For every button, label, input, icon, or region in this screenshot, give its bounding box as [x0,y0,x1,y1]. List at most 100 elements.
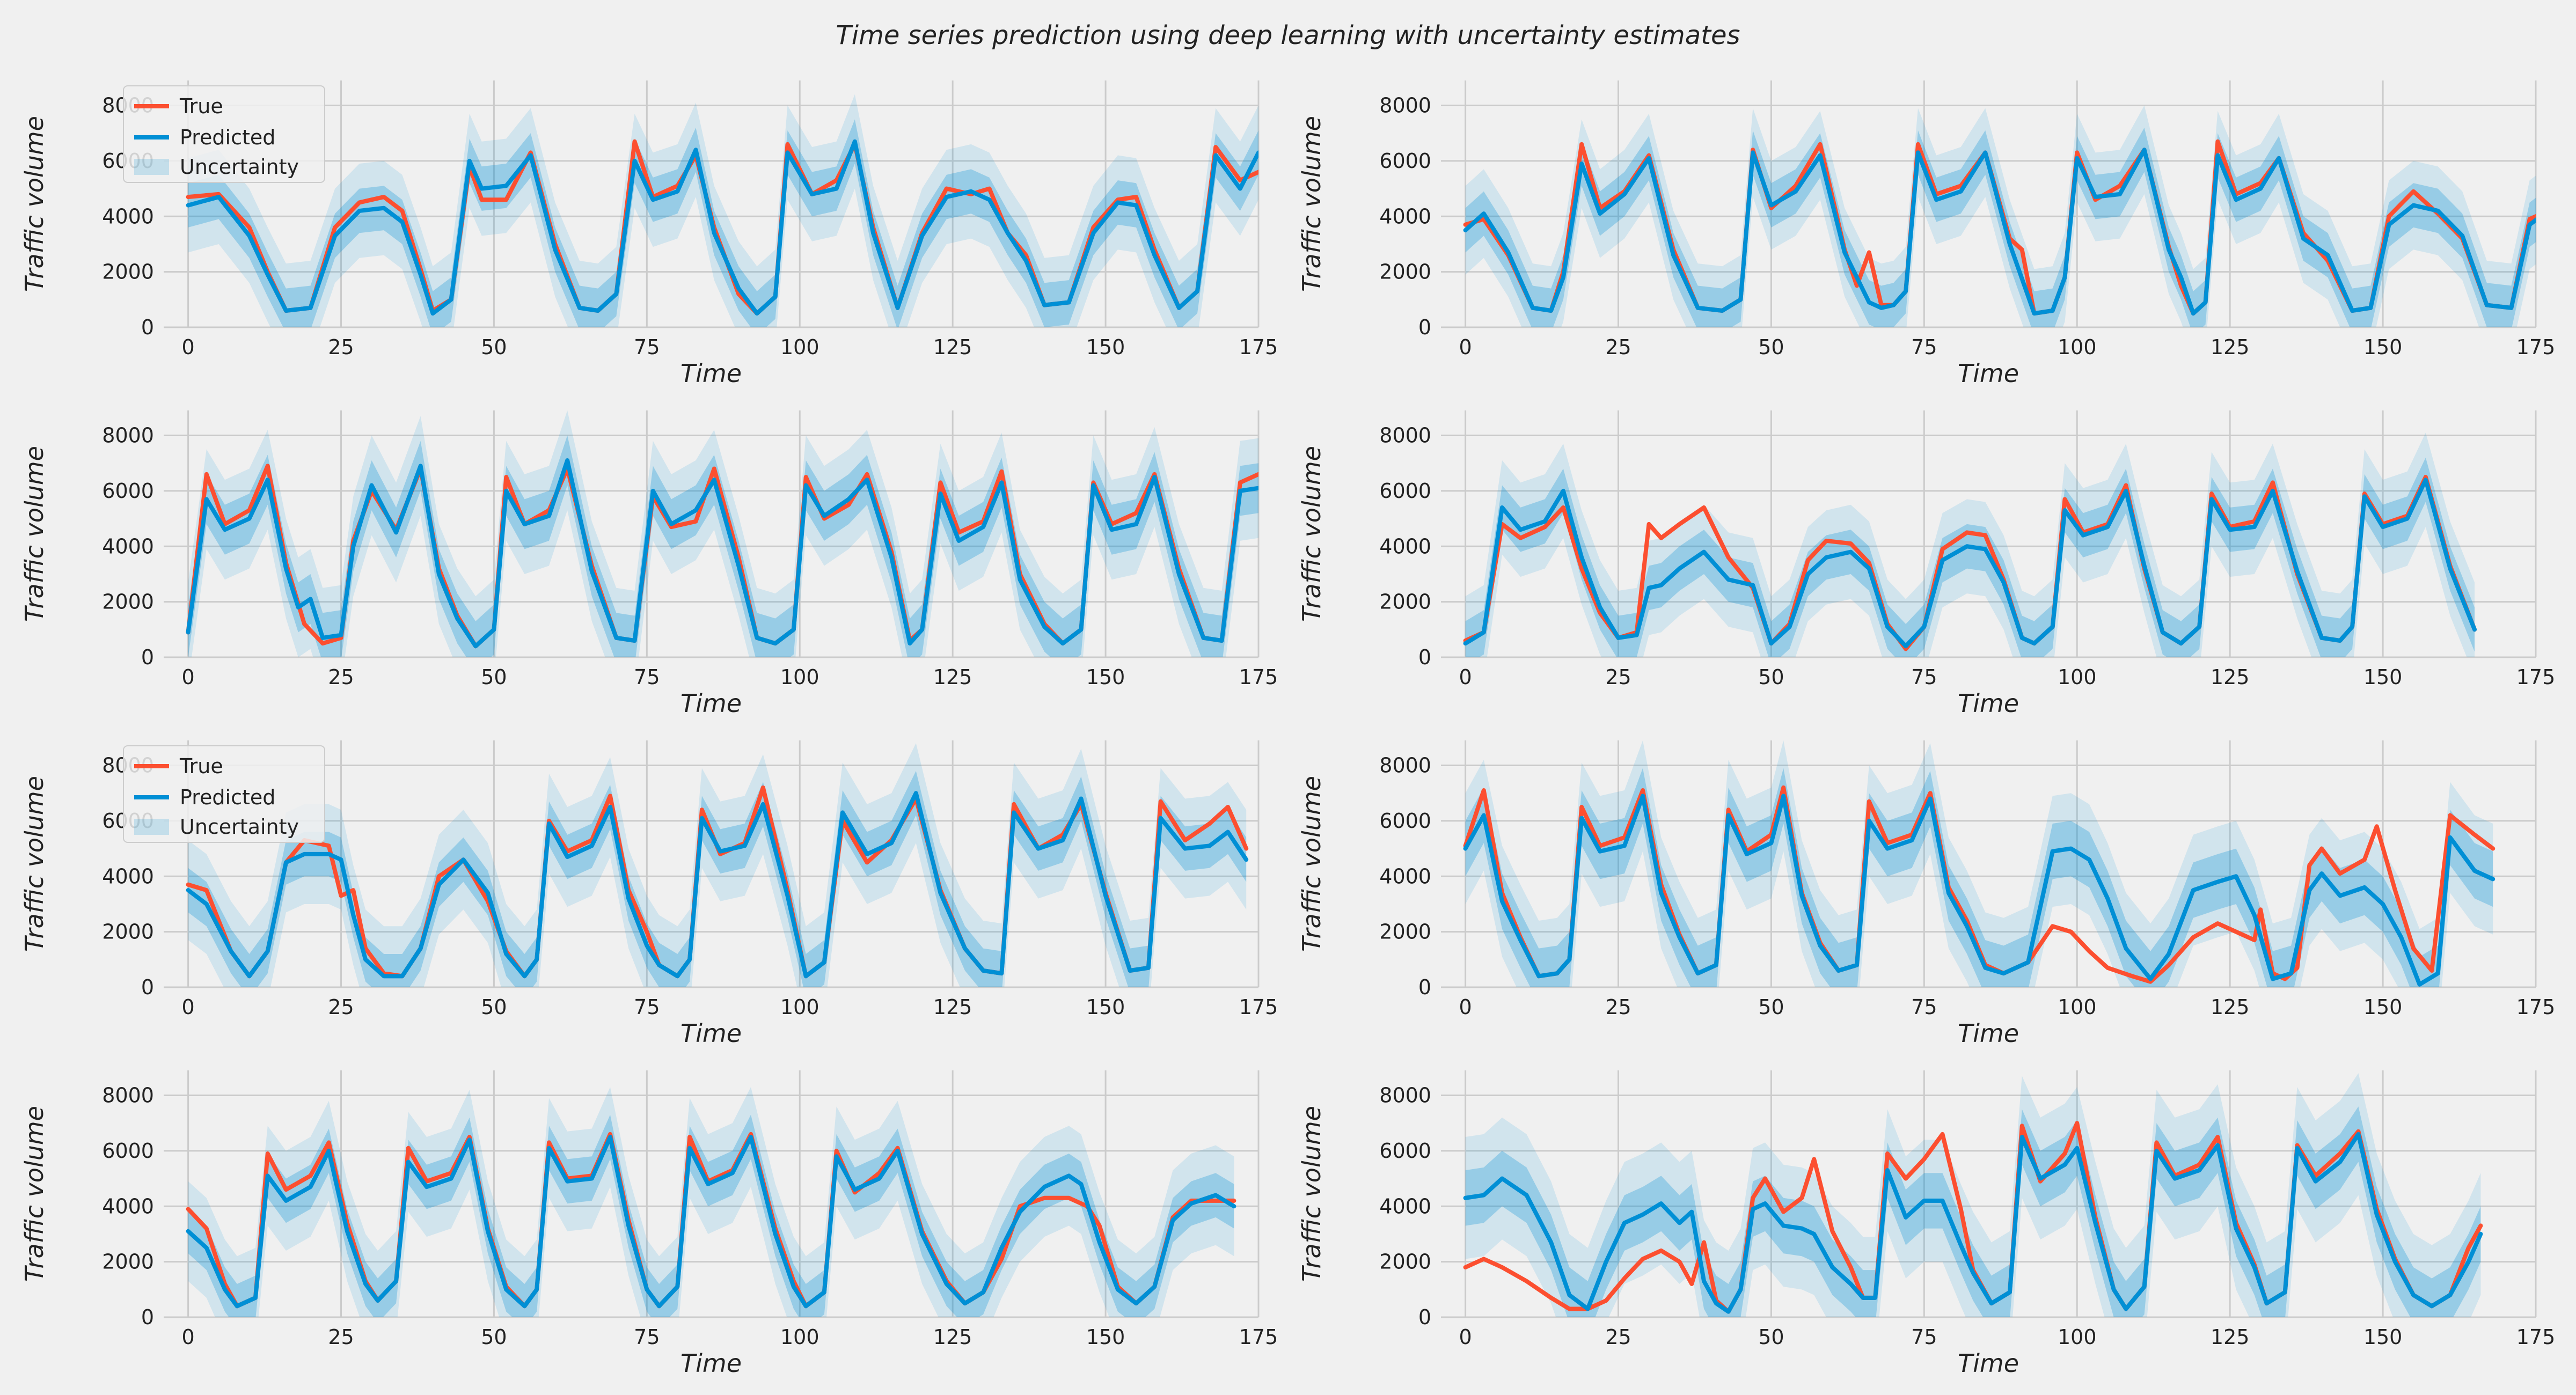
x-tick-label: 125 [2211,1325,2250,1349]
x-tick-label: 25 [1605,335,1631,359]
x-tick-label: 75 [1911,1325,1937,1349]
legend-box [123,745,325,843]
y-tick-label: 4000 [1379,864,1431,888]
x-tick-label: 0 [1459,995,1472,1019]
x-tick-label: 175 [2516,1325,2556,1349]
y-tick-label: 2000 [1379,260,1431,284]
predicted-series-line [1463,1132,2483,1314]
x-tick-label: 150 [2363,665,2403,689]
x-tick-label: 25 [328,1325,354,1349]
y-axis-label: Traffic volume [1297,446,1326,622]
uncertainty-band-outer [1465,1073,2481,1317]
panels: 0 25 50 75 100 125 150 175 0 2000 4000 6000 8000 Time… [20,80,2555,1378]
x-tick-label: 50 [481,995,507,1019]
x-tick-label: 100 [2058,665,2097,689]
y-axis-label: Traffic volume [20,1106,49,1282]
y-tick-label: 0 [1418,315,1431,339]
y-tick-label: 8000 [102,424,154,447]
y-axis-label: Traffic volume [20,116,49,292]
y-tick-label: 4000 [1379,1194,1431,1218]
x-tick-label: 100 [780,995,819,1019]
x-tick-label: 175 [1239,665,1278,689]
x-tick-label: 125 [2211,335,2250,359]
x-tick-label: 175 [1239,335,1278,359]
y-tick-label: 2000 [102,590,154,614]
uncertainty-band-outer [188,743,1247,987]
x-tick-label: 175 [2516,665,2556,689]
y-tick-label: 0 [1418,975,1431,999]
x-tick-label: 75 [634,1325,660,1349]
legend-uncertainty-swatch [134,819,169,835]
x-tick-label: 100 [2058,1325,2097,1349]
panel-row3-left: 025507510012515017502000400060008000Time… [20,740,1278,1048]
uncertainty-band-inner [188,1114,1234,1317]
true-series-line [1463,1121,2483,1314]
y-tick-label: 0 [1418,645,1431,669]
x-tick-label: 175 [2516,995,2556,1019]
x-tick-label: 25 [1605,1325,1631,1349]
y-tick-label: 4000 [102,1194,154,1218]
x-tick-label: 150 [2363,995,2403,1019]
predicted-series-line [186,1135,1236,1309]
plot-area [1463,740,2496,987]
plot-area [186,410,1258,657]
x-tick-label: 75 [1911,335,1937,359]
y-tick-label: 6000 [1379,1139,1431,1163]
uncertainty-band-outer [1465,740,2493,987]
y-tick-label: 8000 [1379,424,1431,447]
x-axis-label: Time [1958,1019,2019,1048]
x-tick-label: 75 [634,335,660,359]
y-tick-label: 6000 [102,1139,154,1163]
x-tick-label: 100 [780,1325,819,1349]
panel-row4-left: 0 25 50 75 100 125 150 175 0 2000 4000 6000 8000 Time… [20,1070,1278,1378]
legend-uncertainty-label: Uncertainty [180,155,299,179]
y-tick-label: 8000 [1379,754,1431,777]
y-tick-label: 2000 [102,920,154,944]
plot-area [1463,1073,2483,1317]
x-tick-label: 125 [933,1325,972,1349]
y-tick-label: 6000 [102,479,154,503]
predicted-series-line [186,791,1249,979]
x-tick-label: 125 [933,995,972,1019]
x-tick-label: 25 [1605,665,1631,689]
x-tick-label: 25 [1605,995,1631,1019]
plot-area [1463,105,2536,327]
y-tick-label: 2000 [102,260,154,284]
predicted-series-line [186,139,1258,316]
x-tick-label: 0 [1459,665,1472,689]
legend: True Predicted Uncertainty [123,85,325,183]
plot-area [186,1087,1236,1317]
x-axis-label: Time [680,689,742,718]
x-tick-label: 0 [181,335,194,359]
uncertainty-band-inner [1465,768,2493,987]
y-tick-label: 0 [141,975,154,999]
x-tick-label: 50 [481,335,507,359]
x-tick-label: 50 [1758,335,1784,359]
panel-row4-right: 0 25 50 75 100 125 150 175 0 2000 4000 6000 8000 Time… [1297,1070,2555,1378]
x-tick-label: 75 [1911,665,1937,689]
x-tick-label: 125 [933,335,972,359]
x-tick-label: 0 [181,995,194,1019]
x-tick-label: 0 [1459,1325,1472,1349]
y-tick-label: 6000 [1379,479,1431,503]
x-tick-label: 50 [1758,665,1784,689]
panel-row1-right: 0 25 50 75 100 125 150 175 0 2000 4000 6000 8000 Time… [1297,80,2555,388]
y-tick-label: 8000 [1379,1084,1431,1107]
x-tick-label: 0 [1459,335,1472,359]
legend-box [123,85,325,183]
uncertainty-band-inner [1465,457,2475,657]
x-tick-label: 75 [1911,995,1937,1019]
y-tick-label: 4000 [1379,204,1431,228]
x-tick-label: 0 [181,665,194,689]
y-axis-label: Traffic volume [1297,1106,1326,1282]
uncertainty-band-inner [1465,1106,2481,1317]
y-tick-label: 2000 [1379,590,1431,614]
x-tick-label: 150 [1086,335,1125,359]
y-tick-label: 4000 [102,204,154,228]
y-tick-label: 2000 [1379,1250,1431,1274]
panel-row2-left: 0 25 50 75 100 125 150 175 0 2000 4000 6000 8000 Time… [20,410,1278,718]
x-tick-label: 25 [328,335,354,359]
x-axis-label: Time [1958,359,2019,388]
panel-row1-left: 025507510012515017502000400060008000Time… [20,80,1278,388]
